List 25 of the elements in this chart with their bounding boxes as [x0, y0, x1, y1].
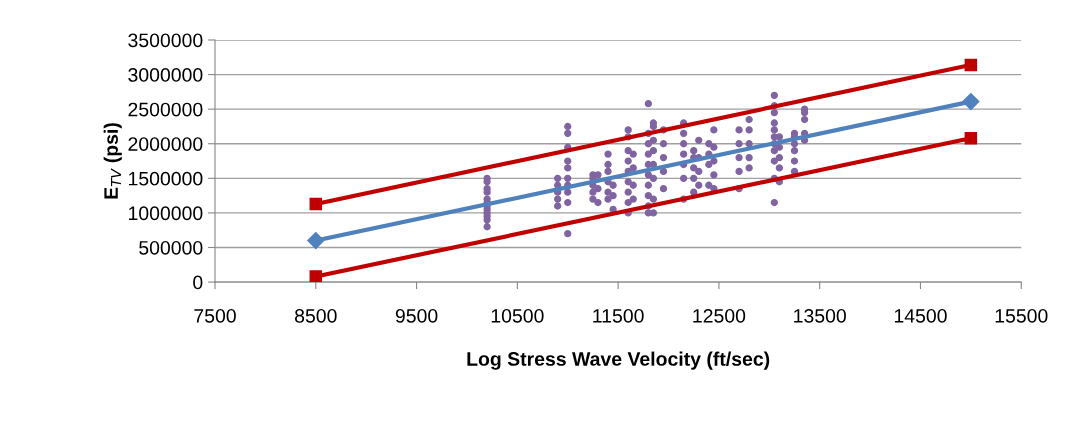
y-axis-title: E$_{TV}$ (psi): [103, 123, 122, 199]
x-tick-label: 12500: [693, 308, 746, 323]
point: [964, 131, 978, 145]
point: [307, 232, 325, 250]
y-tick-label: 3500000: [128, 33, 203, 48]
x-tick-label: 9500: [395, 308, 438, 323]
y-tick-label: 1500000: [128, 171, 203, 186]
x-tick-label: 14500: [894, 308, 947, 323]
x-tick-label: 7500: [194, 308, 236, 323]
y-tick-label: 0: [193, 275, 203, 290]
x-tick-label: 11500: [593, 308, 644, 323]
point: [309, 197, 323, 211]
x-axis-title: Log Stress Wave Velocity (ft/sec): [467, 351, 770, 370]
x-tick-label: 10500: [491, 308, 544, 323]
x-tick-label: 15500: [995, 308, 1048, 323]
y-tick-label: 2000000: [128, 137, 203, 151]
point: [964, 58, 978, 72]
x-tick-label: 8500: [295, 308, 337, 323]
point: [962, 92, 980, 111]
y-tick-label: 2500000: [128, 102, 203, 117]
y-tick-label: 1000000: [128, 206, 203, 221]
point: [309, 270, 323, 283]
y-tick-label: 3000000: [128, 68, 203, 82]
x-tick-label: 13500: [794, 308, 846, 323]
y-tick-label: 500000: [139, 240, 203, 255]
